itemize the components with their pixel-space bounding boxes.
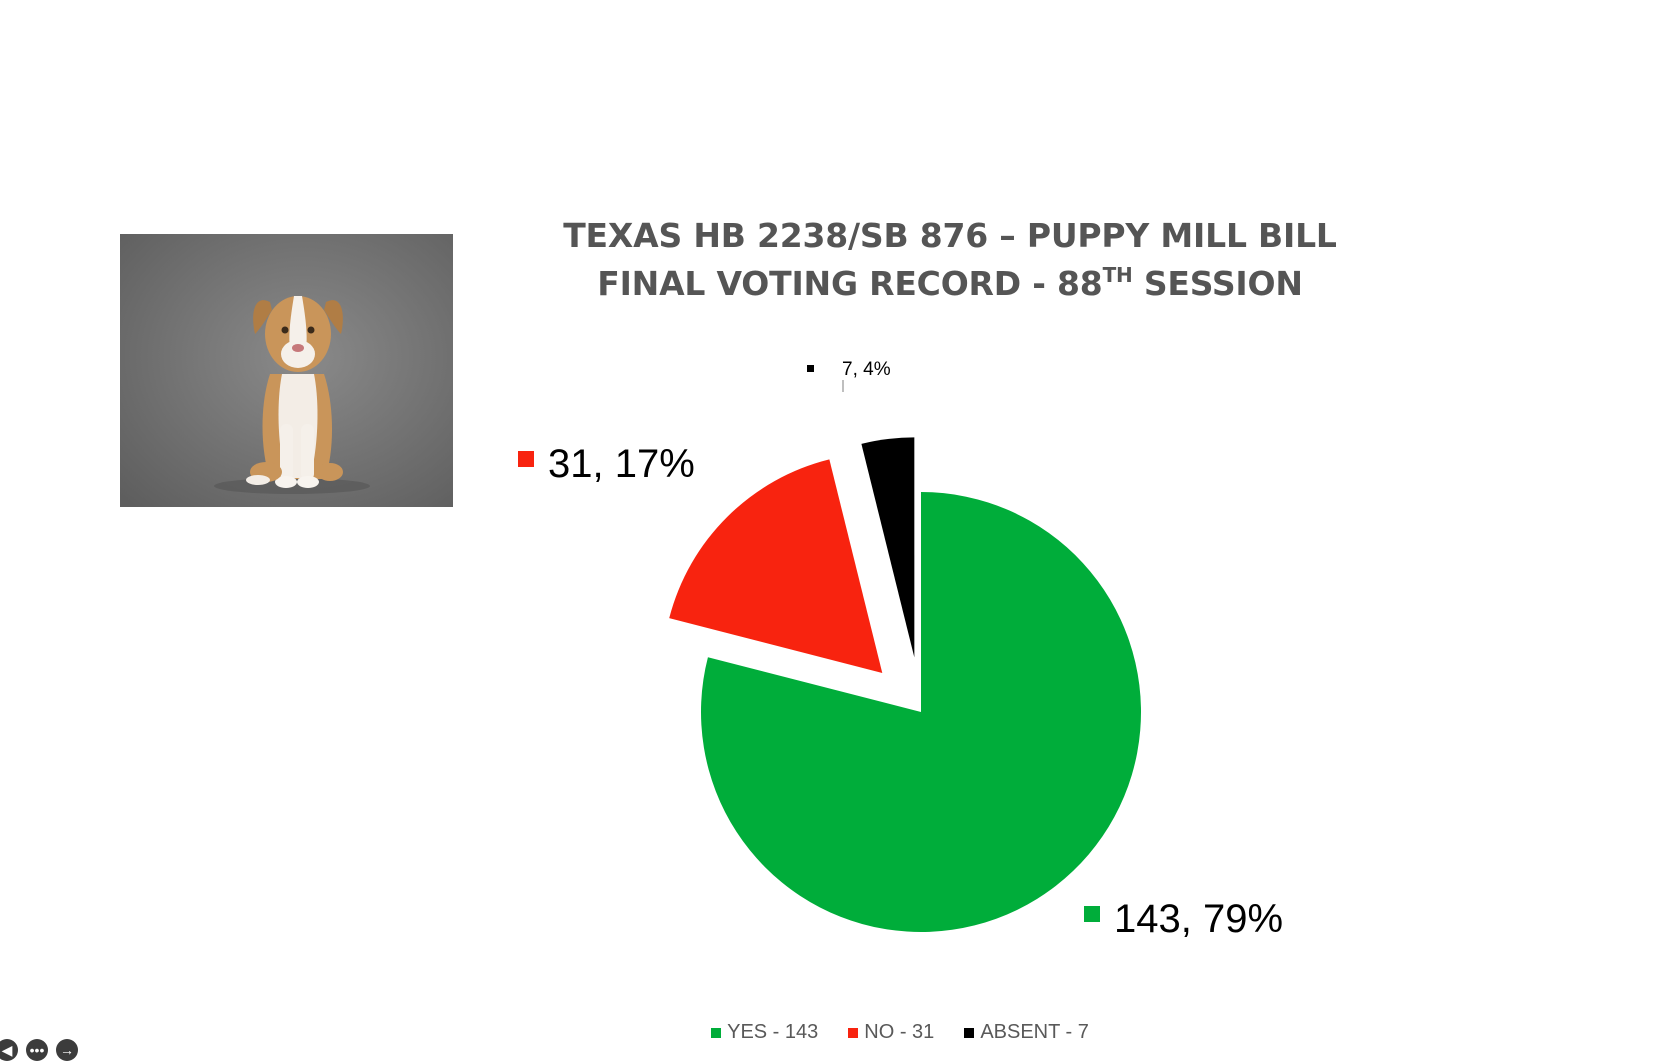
title-line-2-prefix: FINAL VOTING RECORD - 88 xyxy=(597,264,1103,303)
puppy-photo xyxy=(120,234,453,507)
legend-item-yes: YES - 143 xyxy=(711,1021,818,1044)
more-icon[interactable]: ••• xyxy=(26,1039,48,1061)
title-line-2: FINAL VOTING RECORD - 88TH SESSION xyxy=(500,260,1400,308)
legend-swatch-no xyxy=(848,1027,859,1038)
chart-legend: YES - 143 NO - 31 ABSENT - 7 xyxy=(0,1021,1663,1044)
title-line-1: TEXAS HB 2238/SB 876 – PUPPY MILL BILL xyxy=(563,216,1337,255)
legend-swatch-yes xyxy=(711,1027,722,1038)
data-label-yes: 143, 79% xyxy=(1114,897,1283,941)
previous-icon[interactable]: ◀ xyxy=(0,1039,18,1061)
legend-item-absent: ABSENT - 7 xyxy=(964,1021,1089,1044)
data-label-marker-yes xyxy=(1084,906,1100,922)
pie-slice-absent xyxy=(861,437,915,658)
chart-title: TEXAS HB 2238/SB 876 – PUPPY MILL BILL F… xyxy=(500,212,1400,308)
title-ordinal-suffix: TH xyxy=(1102,263,1133,287)
pie-slice-no xyxy=(669,459,883,673)
legend-label-no: NO - 31 xyxy=(864,1021,935,1043)
data-label-marker-no xyxy=(518,451,534,467)
legend-label-absent: ABSENT - 7 xyxy=(980,1021,1089,1043)
data-label-absent: 7, 4% xyxy=(842,359,891,380)
title-line-2-suffix: SESSION xyxy=(1132,264,1303,303)
pie-slice-yes xyxy=(701,492,1142,932)
legend-item-no: NO - 31 xyxy=(848,1021,934,1044)
slideshow-controls: ◀ ••• → xyxy=(0,1038,78,1062)
legend-swatch-absent xyxy=(964,1027,975,1038)
data-label-no: 31, 17% xyxy=(548,442,695,486)
legend-label-yes: YES - 143 xyxy=(727,1021,819,1043)
next-icon[interactable]: → xyxy=(56,1039,78,1061)
data-label-marker-absent xyxy=(807,365,814,372)
